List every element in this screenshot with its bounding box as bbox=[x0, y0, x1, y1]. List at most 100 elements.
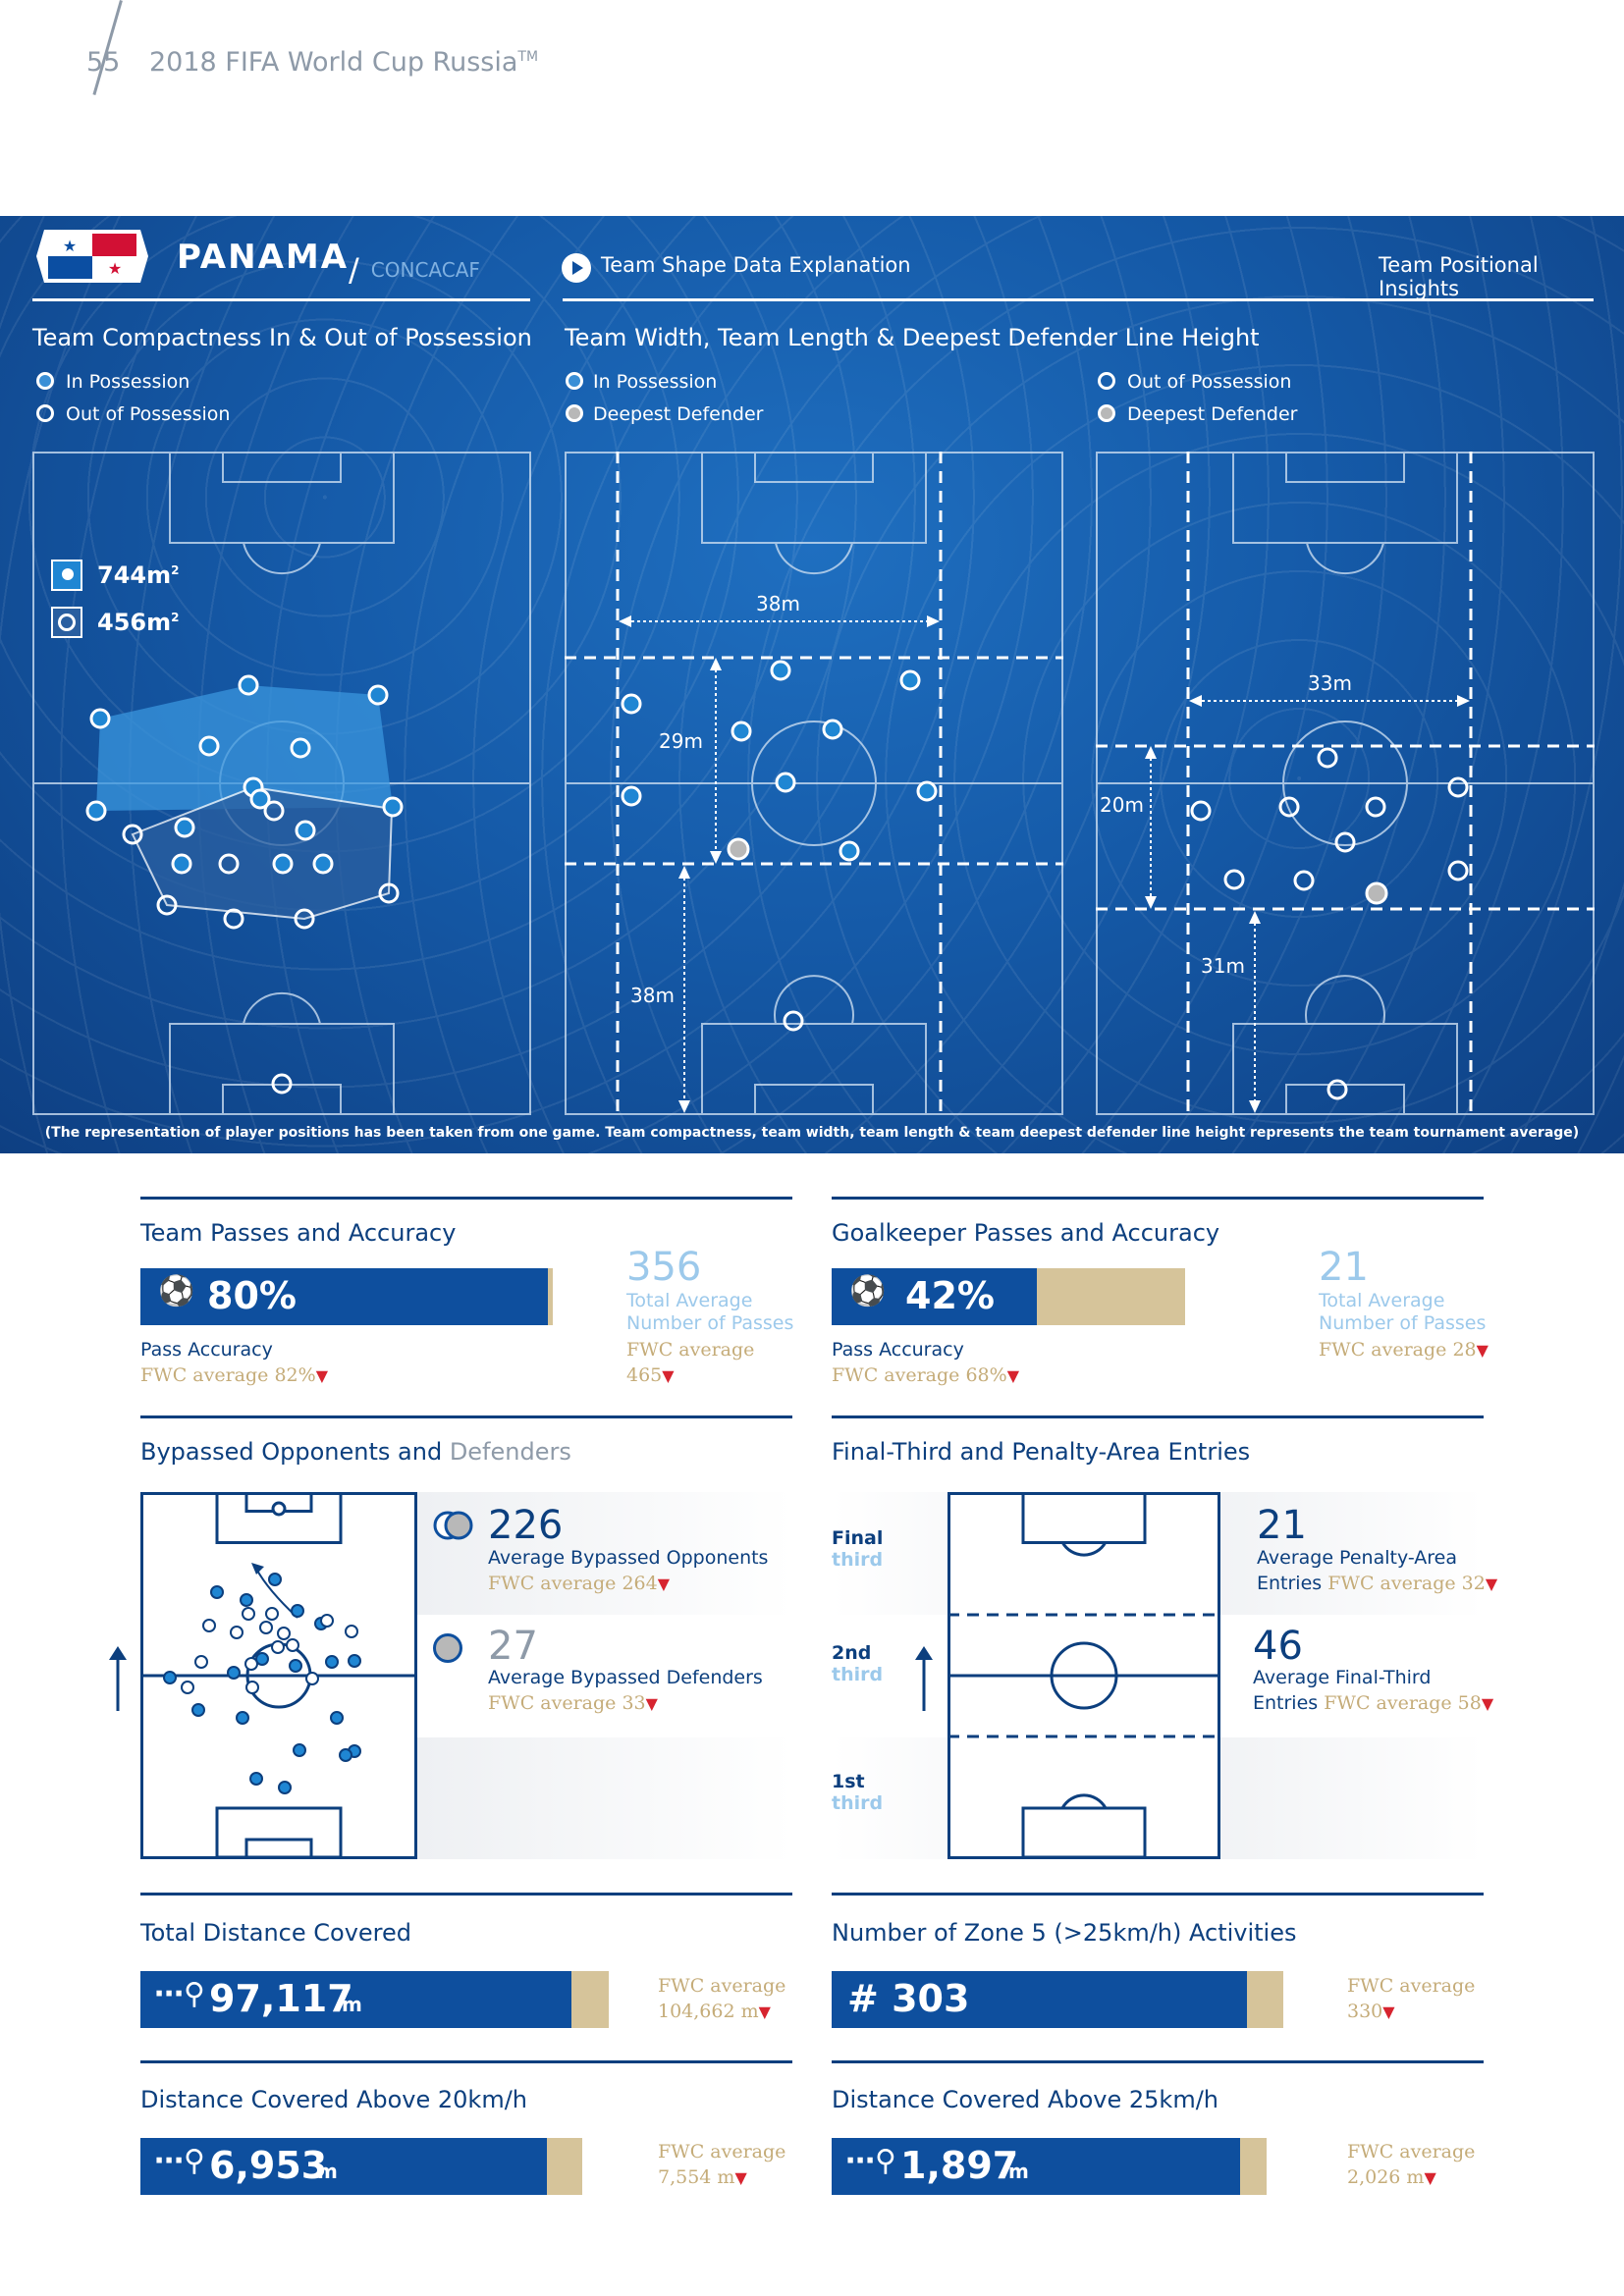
player-marker bbox=[194, 1655, 208, 1669]
zone5-fwc-value: 330▼ bbox=[1347, 2001, 1395, 2022]
player-marker bbox=[210, 1585, 224, 1599]
in-possession-player bbox=[171, 853, 192, 875]
total-distance-fwc-label: FWC average bbox=[658, 1975, 786, 1997]
player-marker bbox=[259, 1621, 273, 1634]
out-of-possession-player bbox=[1365, 796, 1386, 818]
team-pass-accuracy-bar: ⚽ 80% bbox=[140, 1268, 553, 1325]
final-third-word: third bbox=[832, 1549, 884, 1571]
distance-20-unit: m bbox=[317, 2160, 338, 2183]
player-marker bbox=[242, 1607, 255, 1621]
final-third-fwc: FWC average 58 bbox=[1324, 1692, 1482, 1714]
player-marker bbox=[291, 1604, 304, 1618]
player-marker bbox=[244, 1657, 258, 1671]
out-area-ring-icon bbox=[58, 614, 76, 631]
in-possession-pitch bbox=[565, 452, 1063, 1115]
in-possession-player bbox=[290, 737, 311, 759]
second-third-label: 2nd bbox=[832, 1642, 872, 1664]
banner-rule-left bbox=[32, 298, 530, 301]
out-of-possession-player bbox=[1190, 800, 1212, 822]
section-rule bbox=[832, 2060, 1484, 2063]
legend-out-possession-2: Out of Possession bbox=[1127, 371, 1292, 393]
section-rule bbox=[140, 2060, 792, 2063]
team-passes-title: Team Passes and Accuracy bbox=[140, 1219, 457, 1247]
player-marker bbox=[227, 1666, 241, 1680]
svg-text:★: ★ bbox=[63, 237, 77, 255]
in-possession-player bbox=[238, 674, 259, 696]
team-shape-explanation-link[interactable]: Team Shape Data Explanation bbox=[601, 253, 911, 277]
entries-word: Entries bbox=[1253, 1692, 1319, 1714]
in-possession-player bbox=[775, 772, 796, 793]
player-marker bbox=[236, 1711, 249, 1725]
bypassed-opponents-label: Average Bypassed Opponents bbox=[488, 1547, 769, 1569]
distance-25-value: 1,897 bbox=[900, 2144, 1019, 2187]
document-title-text: 2018 FIFA World Cup Russia bbox=[149, 47, 518, 78]
gk-pass-accuracy-bar: ⚽ 42% bbox=[832, 1268, 1185, 1325]
out-deepest-label: 31m bbox=[1201, 954, 1245, 978]
final-third-label: Final bbox=[832, 1527, 884, 1549]
bypassed-title-b: Defenders bbox=[449, 1438, 571, 1466]
player-marker bbox=[181, 1681, 194, 1694]
team-passes-total-label-2: Number of Passes bbox=[626, 1312, 794, 1334]
bypassed-empty-panel bbox=[417, 1737, 792, 1859]
in-possession-player bbox=[731, 721, 752, 742]
penalty-area-entries-line2: Entries FWC average 32▼ bbox=[1257, 1573, 1497, 1594]
down-arrow-icon: ▼ bbox=[758, 2002, 771, 2021]
out-of-possession-player bbox=[263, 800, 285, 822]
distance-20-fwc-text: 7,554 m bbox=[658, 2166, 735, 2188]
player-marker bbox=[289, 1659, 302, 1673]
down-arrow-icon: ▼ bbox=[1481, 1694, 1494, 1713]
in-possession-player bbox=[198, 735, 220, 757]
in-area-value: 744m bbox=[97, 561, 172, 589]
out-of-possession-player bbox=[1326, 1079, 1348, 1100]
in-possession-player bbox=[89, 708, 111, 729]
section-rule bbox=[140, 1415, 792, 1418]
total-distance-title: Total Distance Covered bbox=[140, 1919, 411, 1947]
team-pass-fwc-average: FWC average 82%▼ bbox=[140, 1364, 328, 1386]
area-unit: 2 bbox=[171, 563, 180, 577]
area-unit: 2 bbox=[171, 611, 180, 624]
player-marker bbox=[255, 1652, 269, 1666]
second-third-word: third bbox=[832, 1664, 884, 1685]
distance-25-fwc-value: 2,026 m▼ bbox=[1347, 2166, 1436, 2188]
gk-passes-total-label-1: Total Average bbox=[1319, 1290, 1445, 1311]
team-positional-insights: Team Positional Insights bbox=[1379, 253, 1539, 300]
total-distance-fwc-value: 104,662 m▼ bbox=[658, 2001, 771, 2022]
player-marker bbox=[277, 1627, 291, 1640]
play-icon[interactable] bbox=[562, 253, 591, 283]
final-third-entries-value: 46 bbox=[1253, 1624, 1303, 1669]
total-distance-unit: m bbox=[342, 1993, 362, 2016]
width-length-title: Team Width, Team Length & Deepest Defend… bbox=[565, 324, 1260, 351]
out-width-label: 33m bbox=[1308, 671, 1352, 695]
down-arrow-icon: ▼ bbox=[1382, 2002, 1395, 2021]
banner-rule-right bbox=[563, 298, 1594, 301]
in-possession-player bbox=[621, 785, 642, 807]
down-arrow-icon: ▼ bbox=[657, 1575, 671, 1593]
down-arrow-icon: ▼ bbox=[1424, 2168, 1436, 2187]
gk-passes-title: Goalkeeper Passes and Accuracy bbox=[832, 1219, 1220, 1247]
out-possession-dot bbox=[1098, 372, 1115, 390]
out-of-possession-player bbox=[156, 894, 178, 916]
in-possession-player bbox=[899, 669, 921, 691]
in-possession-player bbox=[272, 853, 294, 875]
out-possession-dot bbox=[36, 404, 54, 422]
banner-footnote: (The representation of player positions … bbox=[44, 1125, 1580, 1141]
compactness-pitch bbox=[32, 452, 531, 1115]
penalty-area-entries-value: 21 bbox=[1257, 1503, 1307, 1548]
distance-20-fwc-label: FWC average bbox=[658, 2141, 786, 2163]
bypassed-opponents-panel bbox=[417, 1492, 792, 1615]
section-rule bbox=[832, 1893, 1484, 1896]
in-possession-dot bbox=[566, 372, 583, 390]
legend-in-possession: In Possession bbox=[66, 371, 190, 393]
bypassed-title-a: Bypassed Opponents and bbox=[140, 1438, 443, 1466]
legend-deepest-defender-2: Deepest Defender bbox=[1127, 403, 1298, 425]
bypassed-defenders-fwc: FWC average 33▼ bbox=[488, 1692, 658, 1714]
player-marker bbox=[330, 1711, 344, 1725]
penalty-area-fwc: FWC average 32 bbox=[1327, 1573, 1486, 1594]
distance-25-bar: ⋯⚲ 1,897 m bbox=[832, 2138, 1267, 2195]
bypassed-defenders-value: 27 bbox=[488, 1624, 538, 1669]
player-marker bbox=[230, 1626, 244, 1639]
ball-icon: ⚽ bbox=[849, 1274, 887, 1308]
gk-pass-fwc-average: FWC average 68%▼ bbox=[832, 1364, 1019, 1386]
section-rule bbox=[832, 1197, 1484, 1200]
player-marker bbox=[265, 1607, 279, 1621]
